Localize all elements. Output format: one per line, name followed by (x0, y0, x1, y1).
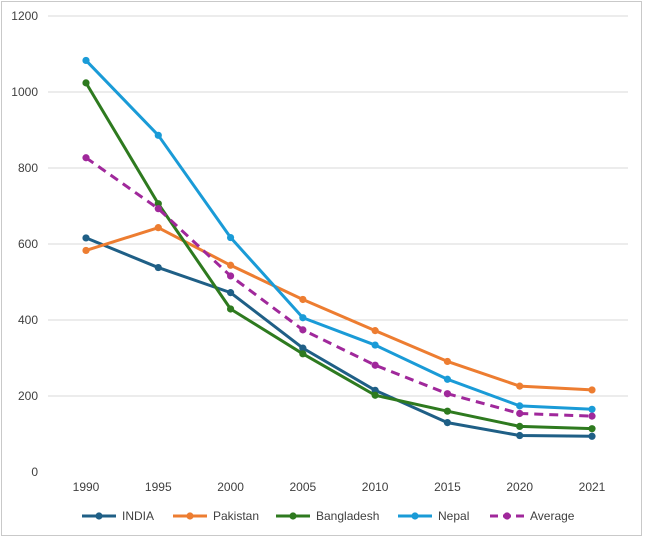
series-line (84, 81, 594, 431)
data-point (443, 407, 452, 415)
legend-label: Average (530, 509, 575, 523)
data-point (371, 391, 379, 399)
legend-marker (289, 512, 297, 520)
data-point (371, 327, 379, 335)
data-point (299, 350, 307, 358)
series-nepal (82, 56, 596, 413)
legend-marker (411, 512, 419, 520)
data-point (154, 224, 162, 232)
series-line (84, 236, 594, 438)
y-tick-label: 800 (18, 161, 38, 175)
x-tick-label: 2000 (217, 480, 244, 494)
data-point (226, 289, 235, 297)
data-point (82, 56, 90, 65)
legend: INDIA Pakistan Bangladesh Nepal Average (82, 509, 575, 523)
data-point (226, 272, 235, 280)
x-tick-label: 2010 (362, 480, 389, 494)
legend-label: Nepal (438, 509, 469, 523)
data-point (154, 131, 162, 139)
data-point (154, 200, 162, 208)
x-axis-tick-labels: 1990 1995 2000 2005 2010 2015 2020 2021 (73, 480, 606, 494)
legend-label: Pakistan (213, 509, 259, 523)
data-point (82, 154, 90, 162)
data-point (82, 234, 90, 242)
legend-item: Average (490, 509, 575, 523)
data-point (443, 357, 452, 366)
data-point (226, 233, 235, 242)
legend-item: Pakistan (173, 509, 259, 523)
x-tick-label: 1990 (73, 480, 100, 494)
y-tick-label: 600 (18, 237, 38, 251)
series-line (85, 156, 593, 418)
data-point (588, 386, 596, 394)
y-tick-label: 200 (18, 389, 38, 403)
data-point (154, 263, 162, 272)
legend-item: Bangladesh (276, 509, 379, 523)
x-tick-label: 2020 (506, 480, 533, 494)
data-point (226, 261, 235, 269)
gridlines (48, 15, 628, 397)
data-point (443, 390, 452, 398)
y-tick-label: 1200 (11, 9, 38, 23)
data-point (516, 409, 524, 418)
series-lines (82, 56, 596, 440)
x-tick-label: 2021 (579, 480, 606, 494)
legend-marker (503, 512, 511, 520)
legend-item: INDIA (82, 509, 154, 523)
data-point (82, 79, 90, 87)
data-point (371, 386, 379, 394)
data-point (588, 412, 596, 420)
data-point (226, 305, 235, 313)
y-axis-tick-labels: 0 200 400 600 800 1000 1200 (11, 9, 38, 479)
x-tick-label: 1995 (145, 480, 172, 494)
legend-marker (186, 512, 194, 520)
data-point (82, 246, 90, 255)
series-line (84, 58, 594, 411)
y-tick-label: 1000 (11, 85, 38, 99)
series-average (82, 154, 596, 420)
data-point (443, 419, 452, 427)
data-point (299, 314, 307, 322)
data-point (588, 405, 596, 413)
data-point (299, 295, 307, 304)
x-tick-label: 2015 (434, 480, 461, 494)
data-point (299, 344, 307, 352)
y-tick-label: 400 (18, 313, 38, 327)
series-line (84, 226, 594, 392)
data-point (154, 205, 162, 213)
x-tick-label: 2005 (290, 480, 317, 494)
data-point (299, 326, 307, 334)
data-point (371, 341, 379, 349)
legend-label: Bangladesh (316, 509, 379, 523)
series-pakistan (82, 224, 596, 394)
legend-label: INDIA (122, 509, 154, 523)
y-tick-label: 0 (31, 465, 38, 479)
legend-marker (95, 512, 103, 520)
data-point (588, 425, 596, 433)
data-point (516, 431, 524, 440)
data-point (443, 375, 452, 383)
data-point (588, 432, 596, 440)
legend-item: Nepal (398, 509, 469, 523)
data-point (516, 402, 524, 410)
data-point (516, 382, 524, 390)
data-point (516, 422, 524, 430)
data-point (371, 361, 379, 369)
series-india (82, 234, 596, 440)
